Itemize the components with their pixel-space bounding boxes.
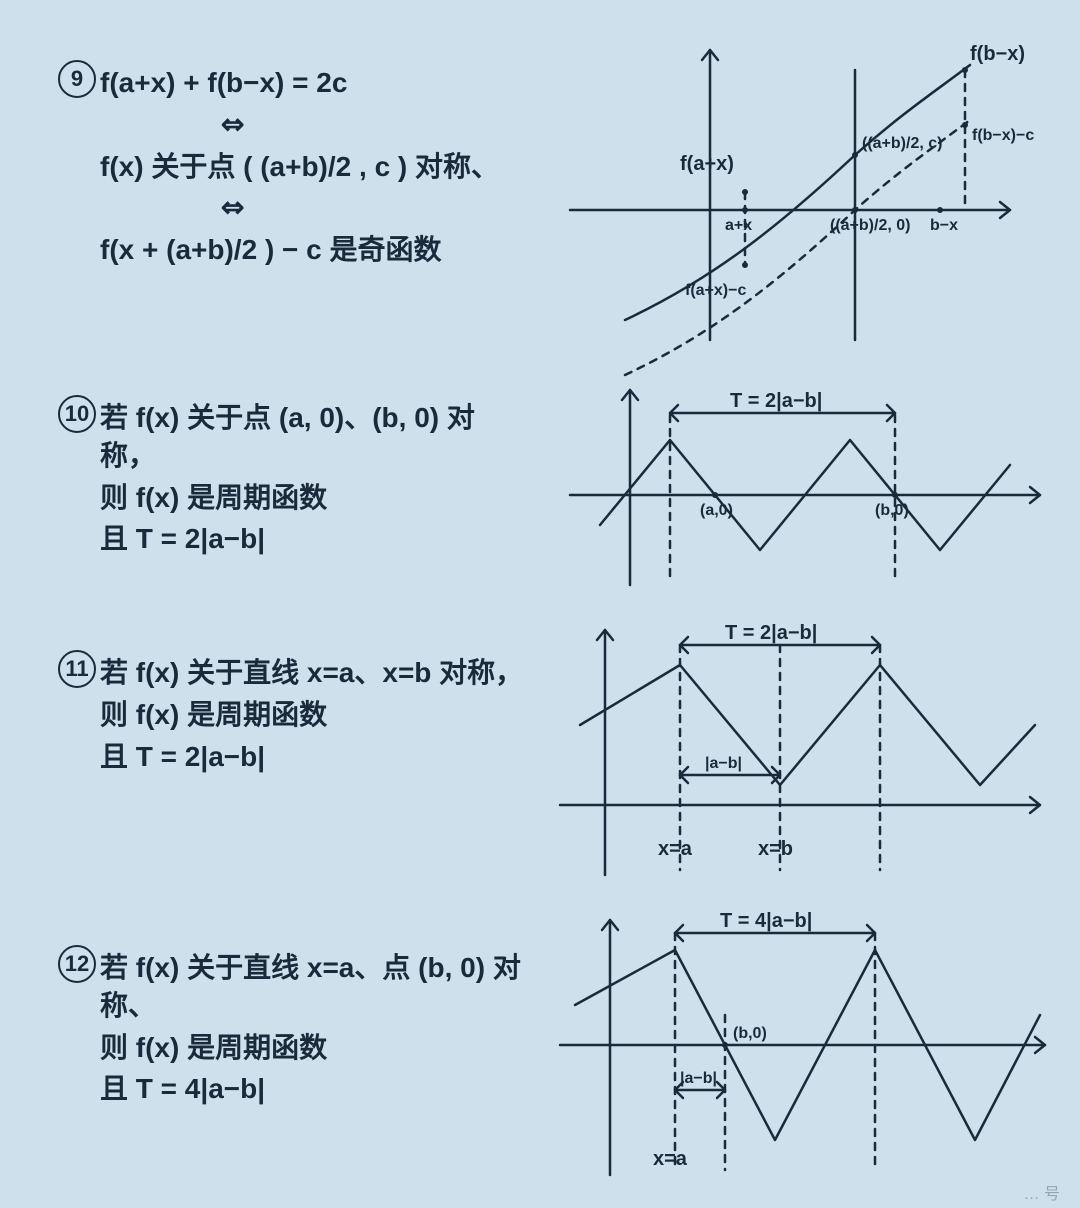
- item-12: 12 若 f(x) 关于直线 x=a、点 (b, 0) 对称、 则 f(x) 是…: [0, 945, 1080, 1205]
- lbl-T12: T = 4|a−b|: [720, 910, 812, 932]
- lbl-ab11: |a−b|: [705, 755, 742, 772]
- item-9-line-2: f(x) 关于点 ( (a+b)/2 , c ) 对称、: [100, 148, 530, 186]
- lbl-mid0: ((a+b)/2, 0): [830, 217, 910, 234]
- item-10-line-3: 且 T = 2|a−b|: [100, 520, 530, 558]
- page: 9 f(a+x) + f(b−x) = 2c ⇕ f(x) 关于点 ( (a+b…: [0, 0, 1080, 1208]
- item-9-arrow-1: ⇕: [220, 106, 530, 144]
- lbl-xb11: x=b: [758, 838, 793, 860]
- item-9: 9 f(a+x) + f(b−x) = 2c ⇕ f(x) 关于点 ( (a+b…: [0, 60, 1080, 360]
- lbl-fbx: f(b−x): [970, 43, 1025, 65]
- lbl-b0: (b,0): [875, 502, 909, 519]
- lbl-fax: f(a+x): [680, 153, 734, 175]
- item-number-12: 12: [58, 945, 96, 983]
- item-11: 11 若 f(x) 关于直线 x=a、x=b 对称， 则 f(x) 是周期函数 …: [0, 650, 1080, 910]
- item-9-line-1: f(a+x) + f(b−x) = 2c: [100, 64, 530, 102]
- item-10-graph: T = 2|a−b| (a,0) (b,0): [540, 385, 1060, 600]
- watermark: … 号: [1024, 1180, 1060, 1204]
- item-11-line-3: 且 T = 2|a−b|: [100, 738, 530, 776]
- item-9-arrow-2: ⇕: [220, 189, 530, 227]
- item-9-text: f(a+x) + f(b−x) = 2c ⇕ f(x) 关于点 ( (a+b)/…: [100, 60, 530, 273]
- lbl-fbxc: f(b−x)−c: [972, 127, 1034, 144]
- item-11-line-2: 则 f(x) 是周期函数: [100, 696, 530, 734]
- item-9-graph: f(a+x) f(b−x) ((a+b)/2, c) f(b−x)−c f(a+…: [530, 40, 1050, 365]
- lbl-faxc: f(a+x)−c: [685, 282, 746, 299]
- item-12-graph: T = 4|a−b| (b,0) |a−b| x=a: [540, 915, 1060, 1200]
- item-11-graph: T = 2|a−b| |a−b| x=a x=b: [540, 625, 1060, 900]
- item-10: 10 若 f(x) 关于点 (a, 0)、(b, 0) 对称， 则 f(x) 是…: [0, 395, 1080, 605]
- lbl-T10: T = 2|a−b|: [730, 390, 822, 412]
- item-10-line-1: 若 f(x) 关于点 (a, 0)、(b, 0) 对称，: [100, 399, 530, 475]
- item-number-10: 10: [58, 395, 96, 433]
- item-10-text: 若 f(x) 关于点 (a, 0)、(b, 0) 对称， 则 f(x) 是周期函…: [100, 395, 530, 562]
- item-12-line-1: 若 f(x) 关于直线 x=a、点 (b, 0) 对称、: [100, 949, 530, 1025]
- item-11-line-1: 若 f(x) 关于直线 x=a、x=b 对称，: [100, 654, 530, 692]
- lbl-xa11: x=a: [658, 838, 693, 860]
- item-11-text: 若 f(x) 关于直线 x=a、x=b 对称， 则 f(x) 是周期函数 且 T…: [100, 650, 530, 779]
- lbl-T11: T = 2|a−b|: [725, 622, 817, 644]
- item-10-line-2: 则 f(x) 是周期函数: [100, 479, 530, 517]
- lbl-ab12: |a−b|: [680, 1070, 717, 1087]
- lbl-b0-12: (b,0): [733, 1025, 767, 1042]
- lbl-bmx: b−x: [930, 217, 958, 234]
- item-9-line-3: f(x + (a+b)/2 ) − c 是奇函数: [100, 231, 530, 269]
- item-number-11: 11: [58, 650, 96, 688]
- lbl-center: ((a+b)/2, c): [862, 135, 942, 152]
- lbl-xa12: x=a: [653, 1148, 688, 1170]
- item-12-line-3: 且 T = 4|a−b|: [100, 1070, 530, 1108]
- item-12-line-2: 则 f(x) 是周期函数: [100, 1029, 530, 1067]
- lbl-a0: (a,0): [700, 502, 733, 519]
- item-12-text: 若 f(x) 关于直线 x=a、点 (b, 0) 对称、 则 f(x) 是周期函…: [100, 945, 530, 1112]
- lbl-ax: a+x: [725, 217, 752, 234]
- item-number-9: 9: [58, 60, 96, 98]
